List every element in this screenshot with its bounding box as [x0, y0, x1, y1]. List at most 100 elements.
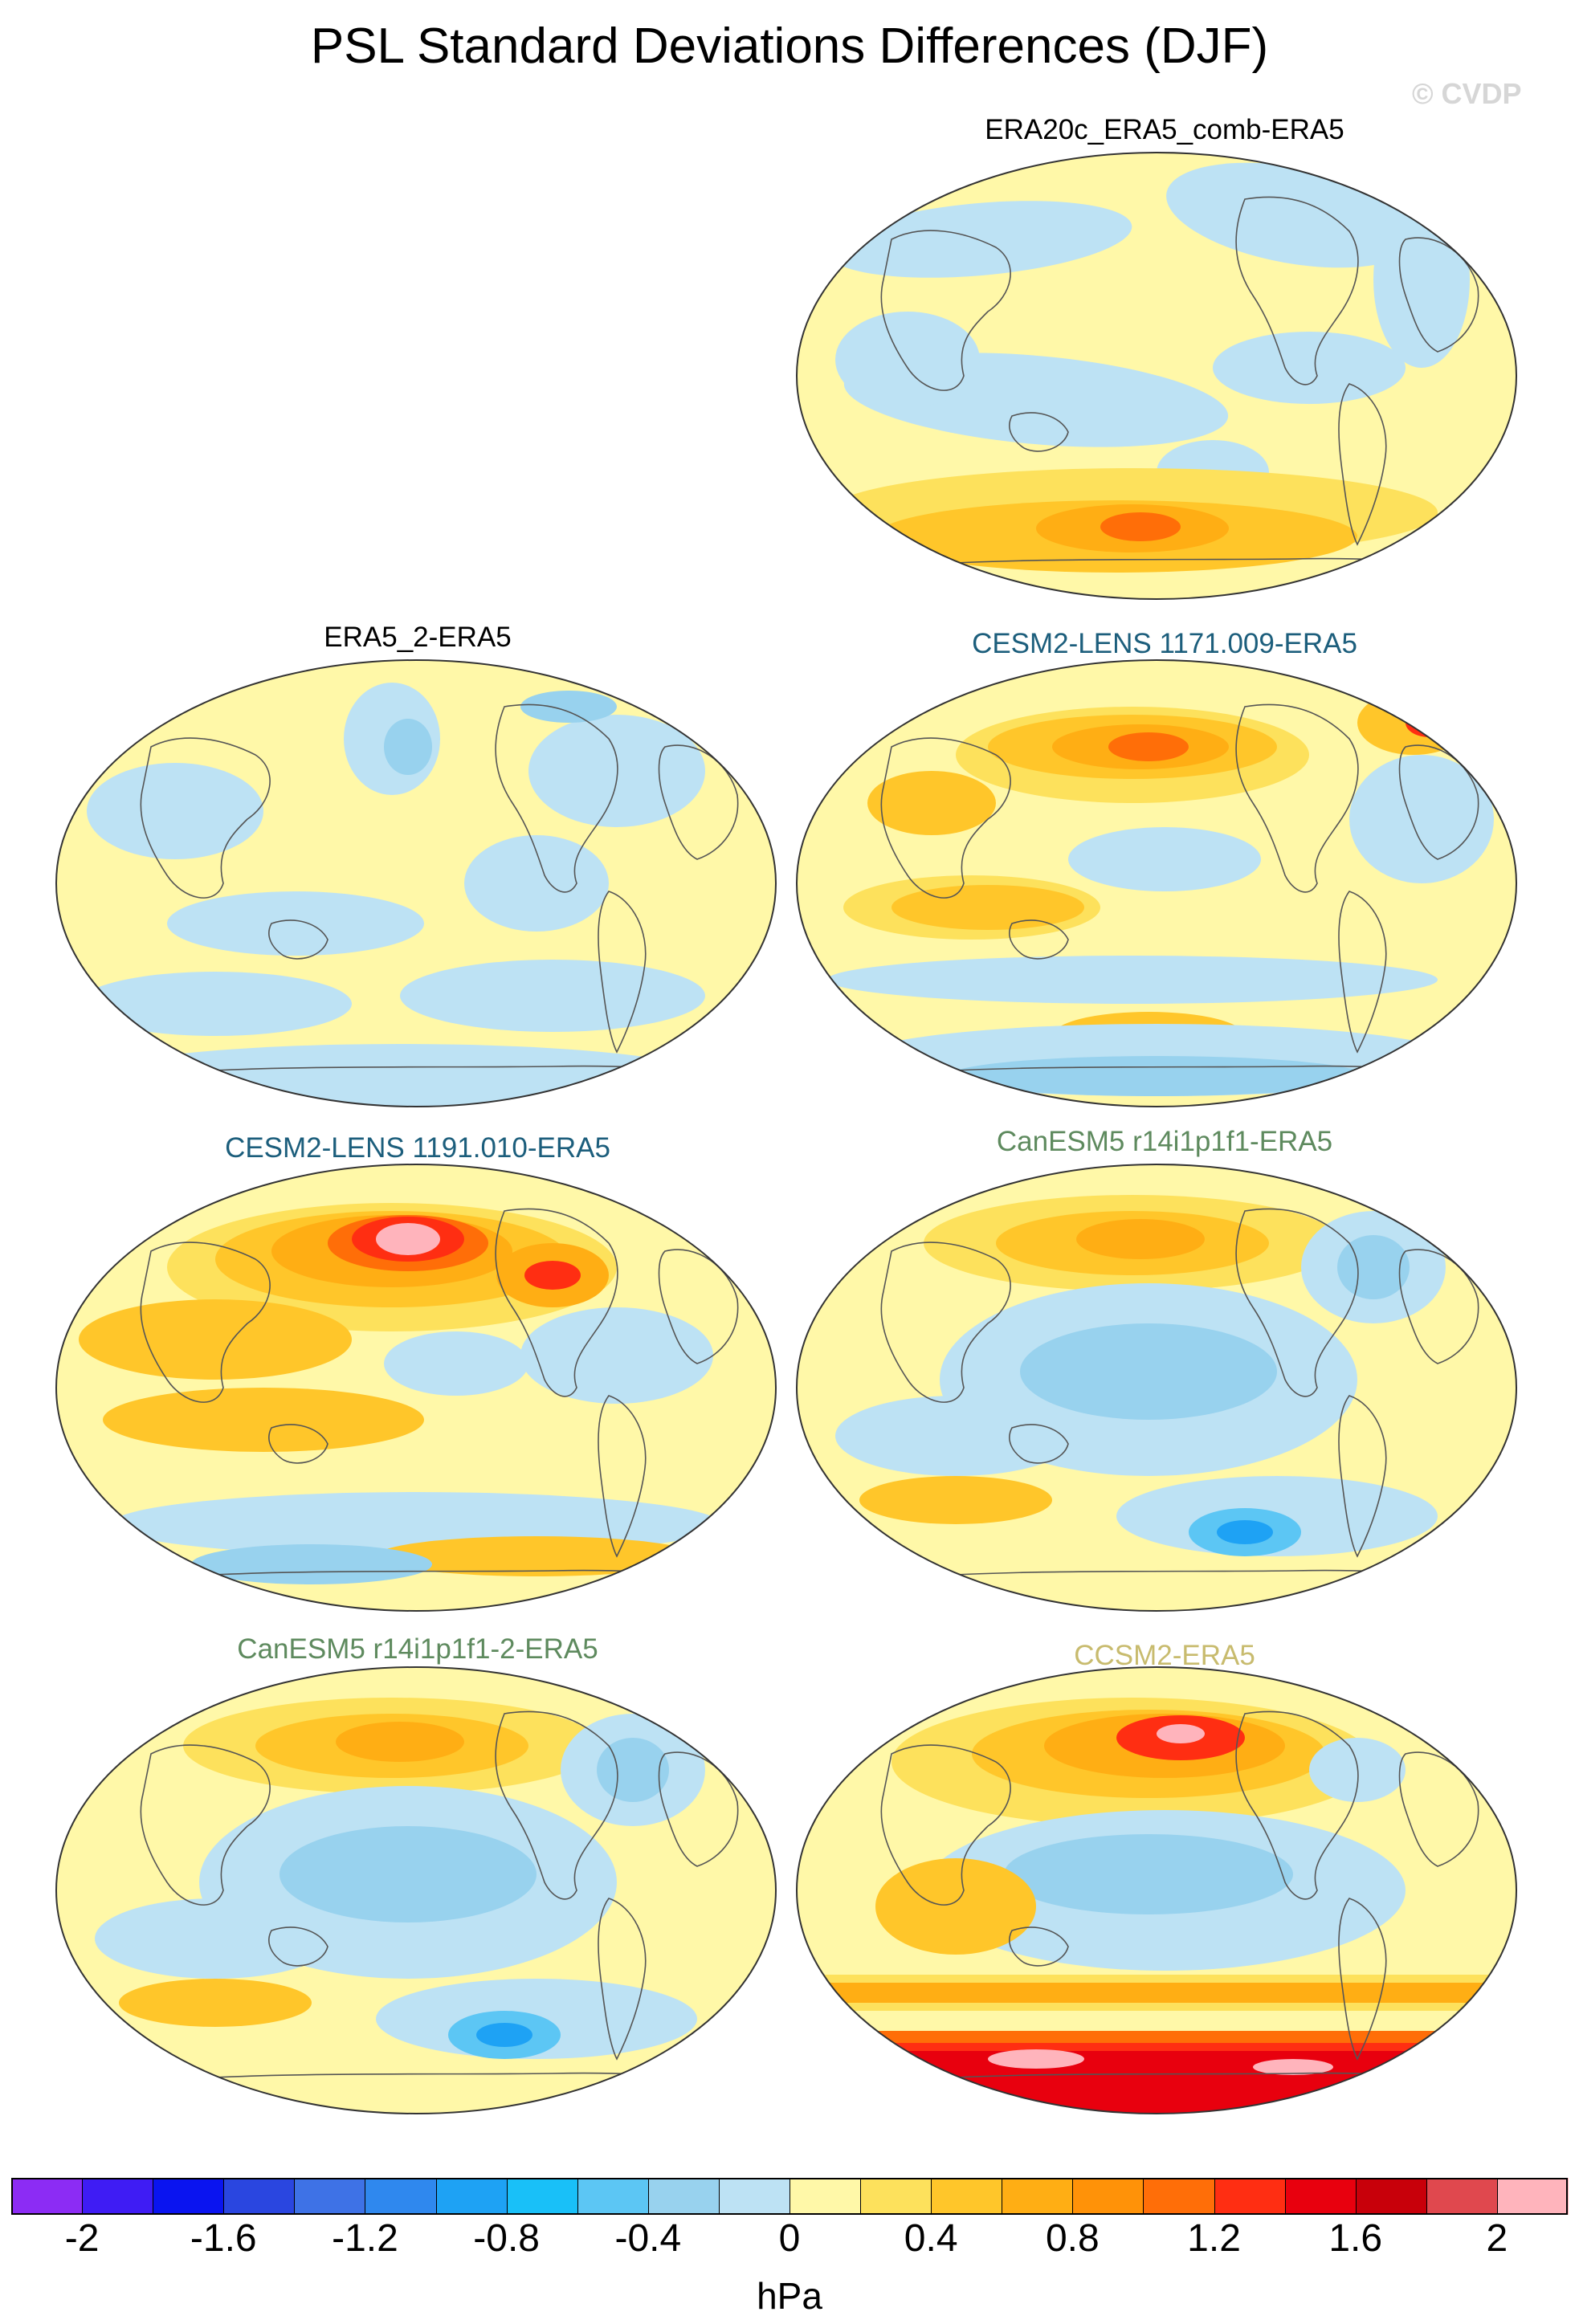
colorbar-separator — [294, 2178, 296, 2215]
field-layer — [797, 660, 1516, 1107]
colorbar-swatch — [223, 2178, 295, 2215]
field-layer — [797, 1164, 1516, 1611]
colorbar-tick-label: -2 — [64, 2217, 100, 2260]
field-contour — [859, 1476, 1052, 1524]
panel-title: ERA20c_ERA5_comb-ERA5 — [985, 114, 1344, 145]
field-contour — [384, 719, 432, 775]
coastline — [495, 1710, 618, 1900]
field-contour — [1349, 755, 1494, 883]
colorbar-tick-label: -0.4 — [614, 2217, 682, 2260]
coastline — [1235, 1208, 1359, 1397]
field-contour — [79, 972, 352, 1036]
coastline — [880, 1744, 1011, 1906]
colorbar-tick-label: -1.2 — [332, 2217, 398, 2260]
field-contour — [464, 835, 609, 932]
colorbar-tick-label: -1.6 — [190, 2217, 257, 2260]
map-outline — [796, 1666, 1517, 2114]
colorbar-swatch — [1426, 2178, 1498, 2215]
colorbar-separator — [718, 2178, 720, 2215]
field-contour — [119, 1979, 312, 2027]
field-contour — [1100, 512, 1181, 541]
colorbar-tick-label: 2 — [1486, 2217, 1508, 2260]
field-contour — [376, 1536, 697, 1576]
colorbar-separator — [577, 2178, 578, 2215]
colorbar-tick-label: 0 — [778, 2217, 801, 2260]
colorbar-swatch — [11, 2178, 83, 2215]
colorbar-separator — [506, 2178, 508, 2215]
coastline — [1235, 703, 1359, 893]
colorbar-swatch — [1214, 2178, 1286, 2215]
colorbar-swatch — [718, 2178, 790, 2215]
coastline — [495, 1208, 618, 1397]
colorbar-separator — [435, 2178, 437, 2215]
colorbar-swatch — [1496, 2178, 1569, 2215]
field-contour — [520, 1307, 713, 1404]
coastline — [1338, 383, 1387, 546]
field-contour — [95, 1898, 336, 1979]
field-contour — [79, 1299, 352, 1380]
colorbar-swatch — [294, 2178, 366, 2215]
colorbar-separator — [1214, 2178, 1215, 2215]
field-contour — [875, 1858, 1036, 1955]
colorbar-separator — [82, 2178, 84, 2215]
coastline — [880, 230, 1011, 391]
field-contour — [1217, 1520, 1273, 1544]
colorbar-swatch — [577, 2178, 649, 2215]
field-contour — [476, 2023, 532, 2047]
field-contour — [988, 2049, 1084, 2069]
field-contour — [528, 715, 705, 827]
coastline — [140, 1242, 271, 1403]
field-layer — [56, 660, 776, 1107]
panel-title: CanESM5 r14i1p1f1-ERA5 — [996, 1126, 1333, 1157]
colorbar-swatch — [647, 2178, 720, 2215]
colorbar-swatch — [506, 2178, 578, 2215]
colorbar-tick-label: 1.2 — [1187, 2217, 1241, 2260]
field-contour — [95, 1044, 705, 1107]
coastline — [880, 737, 1011, 899]
watermark: © CVDP — [1412, 77, 1522, 110]
field-contour — [524, 1261, 581, 1290]
colorbar-separator — [1496, 2178, 1498, 2215]
colorbar-unit-label: hPa — [757, 2275, 822, 2317]
map-panel — [55, 1666, 777, 2114]
colorbar-separator — [1355, 2178, 1357, 2215]
field-contour — [1373, 191, 1470, 368]
coastline — [1338, 1898, 1387, 2061]
field-contour — [948, 1056, 1365, 1096]
colorbar-tick-label: -0.8 — [473, 2217, 540, 2260]
field-contour — [1157, 1724, 1205, 1743]
field-contour — [797, 2051, 1516, 2114]
map-outline — [796, 659, 1517, 1107]
coastline — [1009, 1424, 1069, 1464]
coastline — [495, 703, 618, 893]
colorbar-swatch — [1284, 2178, 1357, 2215]
coastline — [598, 1898, 647, 2061]
field-contour — [1020, 1323, 1277, 1420]
field-contour — [867, 771, 996, 835]
field-layer — [797, 153, 1516, 599]
field-layer — [56, 1164, 776, 1611]
coastline — [1235, 1710, 1359, 1900]
colorbar-separator — [1143, 2178, 1144, 2215]
coastline — [1009, 412, 1069, 452]
field-contour — [892, 885, 1084, 930]
coastline — [1338, 1395, 1387, 1558]
field-contour — [1108, 732, 1189, 761]
coastline — [268, 919, 328, 960]
map-outline — [55, 1666, 777, 2114]
field-contour — [376, 1223, 440, 1255]
field-contour — [827, 956, 1438, 1004]
figure-title: PSL Standard Deviations Differences (DJF… — [310, 18, 1269, 74]
colorbar-swatch — [790, 2178, 861, 2215]
field-contour — [103, 1388, 424, 1452]
map-panel — [55, 659, 777, 1107]
field-contour — [191, 1544, 432, 1584]
coastline — [880, 1242, 1011, 1403]
colorbar-swatch — [153, 2178, 224, 2215]
colorbar — [11, 2178, 1569, 2215]
panel-title: CESM2-LENS 1191.010-ERA5 — [225, 1132, 610, 1164]
colorbar-swatch — [365, 2178, 437, 2215]
field-contour — [835, 1396, 1076, 1476]
coastline — [598, 891, 647, 1054]
coastlines — [875, 1710, 1487, 2084]
